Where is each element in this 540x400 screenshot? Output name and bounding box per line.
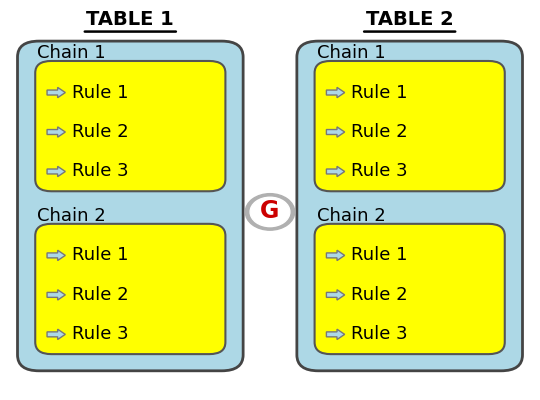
Polygon shape (47, 87, 65, 98)
Polygon shape (326, 329, 345, 340)
Text: Rule 1: Rule 1 (351, 246, 408, 264)
Text: Rule 3: Rule 3 (72, 162, 129, 180)
Text: Rule 2: Rule 2 (72, 123, 129, 141)
Text: Rule 1: Rule 1 (351, 84, 408, 102)
Text: Rule 2: Rule 2 (72, 286, 129, 304)
Text: Rule 3: Rule 3 (351, 325, 408, 343)
Polygon shape (326, 87, 345, 98)
Text: Chain 1: Chain 1 (317, 44, 386, 62)
Text: G: G (260, 199, 280, 223)
Polygon shape (47, 329, 65, 340)
Text: Rule 2: Rule 2 (351, 286, 408, 304)
Text: TABLE 1: TABLE 1 (86, 10, 174, 29)
FancyBboxPatch shape (315, 61, 505, 191)
FancyBboxPatch shape (17, 41, 243, 371)
Circle shape (250, 197, 290, 227)
Polygon shape (47, 127, 65, 137)
Polygon shape (326, 250, 345, 260)
Text: Rule 1: Rule 1 (72, 84, 129, 102)
Polygon shape (47, 166, 65, 177)
Text: Rule 1: Rule 1 (72, 246, 129, 264)
FancyBboxPatch shape (315, 224, 505, 354)
Polygon shape (47, 290, 65, 300)
Text: Chain 2: Chain 2 (37, 207, 106, 225)
FancyBboxPatch shape (35, 61, 225, 191)
FancyBboxPatch shape (35, 224, 225, 354)
Text: TABLE 2: TABLE 2 (366, 10, 454, 29)
Polygon shape (326, 290, 345, 300)
Polygon shape (47, 250, 65, 260)
Text: Rule 3: Rule 3 (72, 325, 129, 343)
Text: Rule 3: Rule 3 (351, 162, 408, 180)
FancyBboxPatch shape (297, 41, 523, 371)
Polygon shape (326, 127, 345, 137)
Text: Rule 2: Rule 2 (351, 123, 408, 141)
Circle shape (245, 194, 295, 230)
Text: Chain 1: Chain 1 (37, 44, 106, 62)
Text: Chain 2: Chain 2 (317, 207, 386, 225)
Polygon shape (326, 166, 345, 177)
